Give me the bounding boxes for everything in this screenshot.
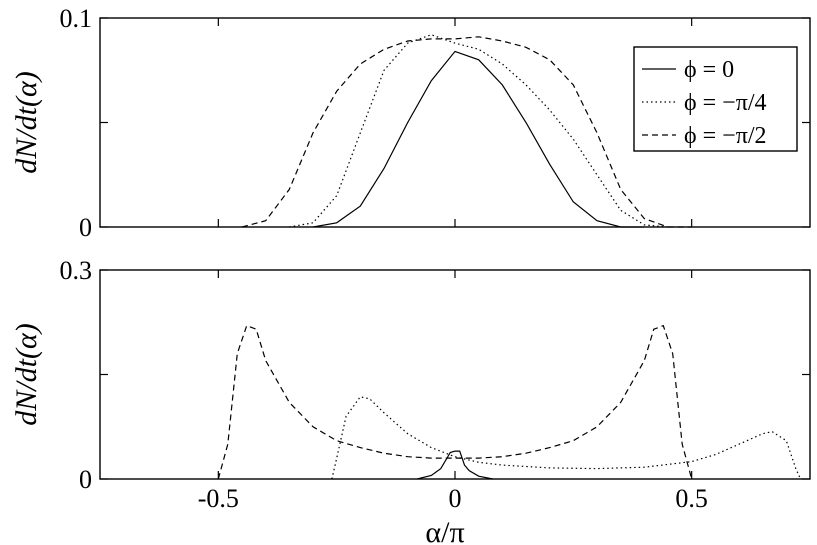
y-axis-label-1: dN/dt(α): [10, 323, 43, 425]
series-line-0-2: [241, 36, 692, 228]
x-tick-label-1-1: 0: [449, 484, 462, 513]
y-tick-label-0-0: 0: [79, 213, 92, 242]
series-line-1-0: [416, 450, 494, 480]
series-line-0-1: [289, 34, 669, 228]
y-tick-label-0-1: 0.1: [60, 4, 93, 33]
x-tick-label-1-0: -0.5: [198, 484, 239, 513]
y-tick-label-1-1: 0.3: [60, 256, 93, 285]
legend-box: [633, 46, 798, 152]
top-panel: 0 0.1 dN/dt(α) ϕ = 0 ϕ = −π/4 ϕ = −π/2: [10, 4, 811, 242]
legend-label-2: ϕ = −π/2: [684, 123, 767, 149]
plot-frame-1: [99, 269, 811, 480]
x-axis-label: α/π: [425, 516, 464, 545]
series-line-0-0: [312, 50, 645, 228]
x-tick-label-1-2: 0.5: [675, 484, 708, 513]
legend-label-0: ϕ = 0: [684, 57, 734, 83]
legend-label-1: ϕ = −π/4: [684, 90, 767, 116]
y-tick-label-1-0: 0: [79, 465, 92, 494]
series-line-1-1: [331, 396, 802, 480]
series-line-1-2: [217, 324, 693, 480]
y-axis-label-0: dN/dt(α): [10, 71, 43, 173]
bottom-panel: -0.5 0 0.5 0 0.3 dN/dt(α) α/π: [10, 256, 811, 545]
